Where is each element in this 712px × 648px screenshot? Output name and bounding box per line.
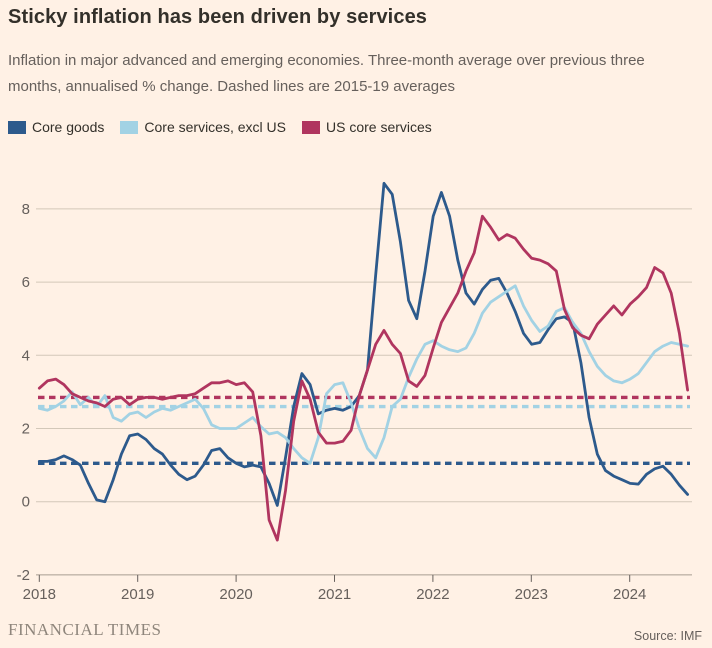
legend-item-us-core-services: US core services <box>301 119 432 135</box>
legend-label-us-core-services: US core services <box>325 119 432 135</box>
y-tick-label: 2 <box>22 421 30 438</box>
y-tick-label: -2 <box>17 567 30 584</box>
series-line <box>37 181 689 507</box>
legend-swatch-core-goods <box>8 120 26 134</box>
x-tick-label: 2020 <box>219 586 252 603</box>
legend-swatch-us-core-services <box>301 120 320 134</box>
y-tick-label: 8 <box>22 201 30 218</box>
series-line <box>37 214 689 542</box>
chart-subtitle-line1: Inflation in major advanced and emerging… <box>8 52 645 69</box>
page-title: Sticky inflation has been driven by serv… <box>8 6 428 28</box>
x-tick-label: 2021 <box>318 586 351 603</box>
legend-item-core-services-excl-us: Core services, excl US <box>120 119 286 135</box>
chart-subtitle: Inflation in major advanced and emerging… <box>8 48 688 100</box>
legend-label-core-services-excl-us: Core services, excl US <box>144 119 286 135</box>
x-tick-label: 2018 <box>23 586 56 603</box>
x-tick-label: 2022 <box>416 586 449 603</box>
source-note: Source: IMF <box>633 629 702 643</box>
line-chart: -2 0 2 4 6 8 2018 2019 2020 2021 2022 2023 2024 <box>17 181 692 603</box>
x-tick-label: 2023 <box>515 586 548 603</box>
ft-logo-text: FINANCIAL TIMES <box>8 620 162 639</box>
legend-item-core-goods: Core goods <box>8 119 104 135</box>
legend-label-core-goods: Core goods <box>32 119 105 135</box>
chart-subtitle-line2: months, annualised % change. Dashed line… <box>8 78 455 95</box>
y-tick-label: 6 <box>22 274 30 291</box>
x-tick-label: 2024 <box>613 586 646 603</box>
y-tick-label: 0 <box>22 494 30 511</box>
series-line <box>37 284 689 465</box>
chart-legend: Core goods Core services, excl US US cor… <box>8 119 432 135</box>
legend-swatch-core-services-excl-us <box>120 120 139 134</box>
x-tick-label: 2019 <box>121 586 154 603</box>
y-tick-label: 4 <box>22 347 30 364</box>
